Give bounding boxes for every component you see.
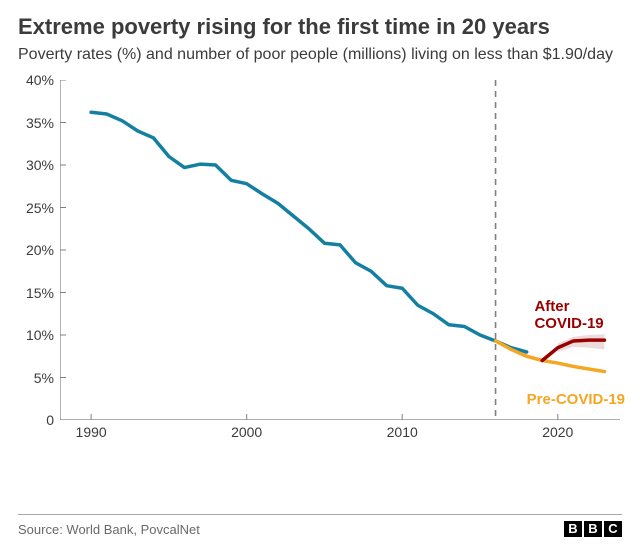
y-tick-label: 15% — [26, 285, 60, 301]
y-tick-label: 20% — [26, 242, 60, 258]
bbc-logo-letter: B — [564, 521, 582, 537]
annotation-after: AfterCOVID-19 — [534, 299, 603, 332]
chart-subtitle: Poverty rates (%) and number of poor peo… — [18, 45, 622, 66]
bbc-logo-letter: C — [604, 521, 622, 537]
source-text: Source: World Bank, PovcalNet — [18, 522, 200, 537]
series-historical — [91, 112, 527, 352]
bbc-logo: B B C — [564, 521, 622, 537]
x-tick-label: 2000 — [231, 420, 262, 440]
y-tick-label: 25% — [26, 200, 60, 216]
x-tick-label: 1990 — [76, 420, 107, 440]
plot-area: 05%10%15%20%25%30%35%40%1990200020102020… — [60, 80, 620, 420]
chart-container: Extreme poverty rising for the first tim… — [0, 0, 640, 547]
y-tick-label: 10% — [26, 327, 60, 343]
line-chart-svg — [60, 80, 620, 420]
x-tick-label: 2020 — [542, 420, 573, 440]
chart-title: Extreme poverty rising for the first tim… — [18, 14, 622, 39]
y-tick-label: 35% — [26, 115, 60, 131]
chart-footer: Source: World Bank, PovcalNet B B C — [18, 514, 622, 537]
y-tick-label: 5% — [34, 370, 60, 386]
y-tick-label: 0 — [46, 412, 60, 428]
annotation-pre: Pre-COVID-19 — [527, 392, 625, 409]
y-tick-label: 40% — [26, 72, 60, 88]
x-tick-label: 2010 — [387, 420, 418, 440]
bbc-logo-letter: B — [584, 521, 602, 537]
y-tick-label: 30% — [26, 157, 60, 173]
